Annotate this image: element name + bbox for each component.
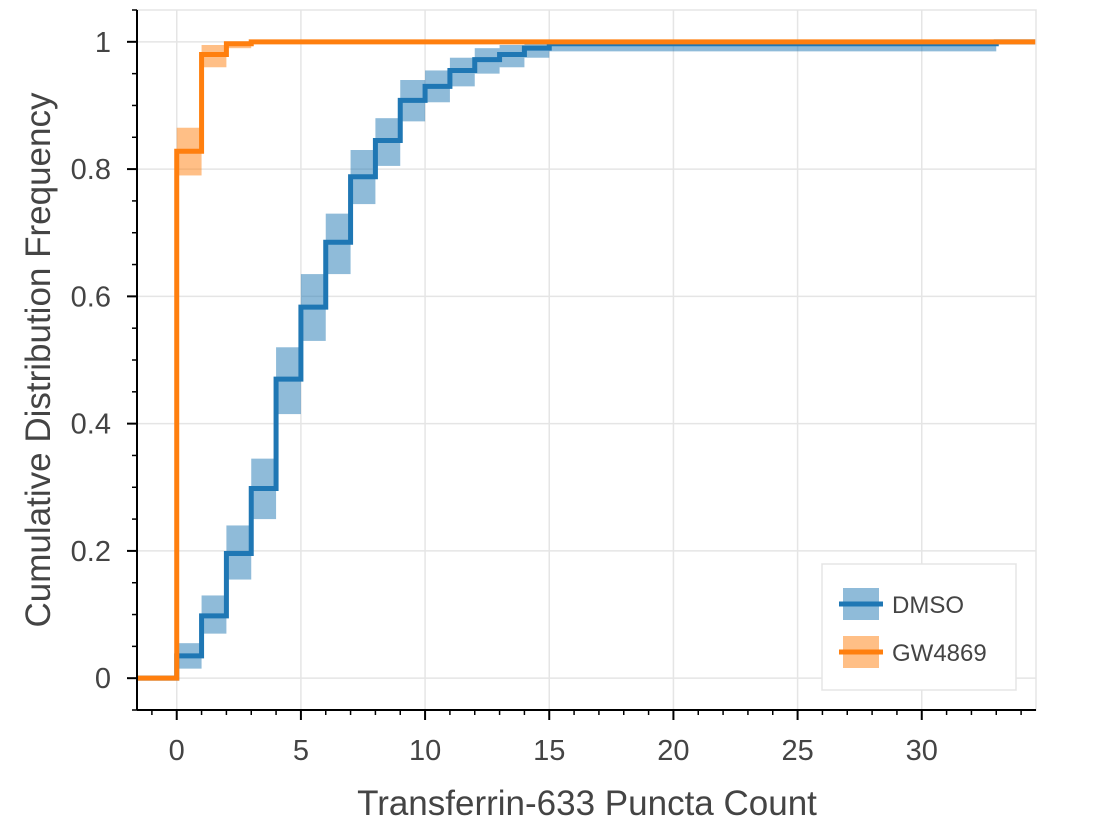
x-tick-label: 5 bbox=[293, 735, 309, 767]
ci-band-dmso bbox=[549, 41, 997, 52]
x-tick-label: 15 bbox=[533, 735, 565, 767]
x-tick-label: 0 bbox=[169, 735, 185, 767]
x-axis-label: Transferrin-633 Puncta Count bbox=[357, 784, 817, 823]
y-axis-label: Cumulative Distribution Frequency bbox=[19, 92, 58, 627]
x-tick-label: 30 bbox=[906, 735, 938, 767]
legend-label-gw4869: GW4869 bbox=[892, 640, 987, 667]
legend-label-dmso: DMSO bbox=[892, 592, 964, 619]
x-tick-label: 20 bbox=[657, 735, 689, 767]
y-tick-label: 0 bbox=[95, 663, 111, 695]
legend: DMSO GW4869 bbox=[821, 563, 1017, 691]
y-tick-label: 1 bbox=[95, 27, 111, 59]
y-tick-label: 0.4 bbox=[71, 409, 111, 441]
x-tick-label: 25 bbox=[781, 735, 813, 767]
legend-box bbox=[821, 563, 1017, 691]
series-line-gw4869 bbox=[137, 39, 1036, 681]
y-tick-label: 0.8 bbox=[71, 154, 111, 186]
series-lines bbox=[137, 39, 1036, 681]
y-tick-label: 0.6 bbox=[71, 281, 111, 313]
series-line-dmso bbox=[137, 39, 1036, 681]
y-tick-label: 0.2 bbox=[71, 536, 111, 568]
axes: 0 5 10 15 20 25 30 0 0.2 0.4 0.6 0.8 1 bbox=[71, 9, 1036, 767]
x-tick-label: 10 bbox=[409, 735, 441, 767]
